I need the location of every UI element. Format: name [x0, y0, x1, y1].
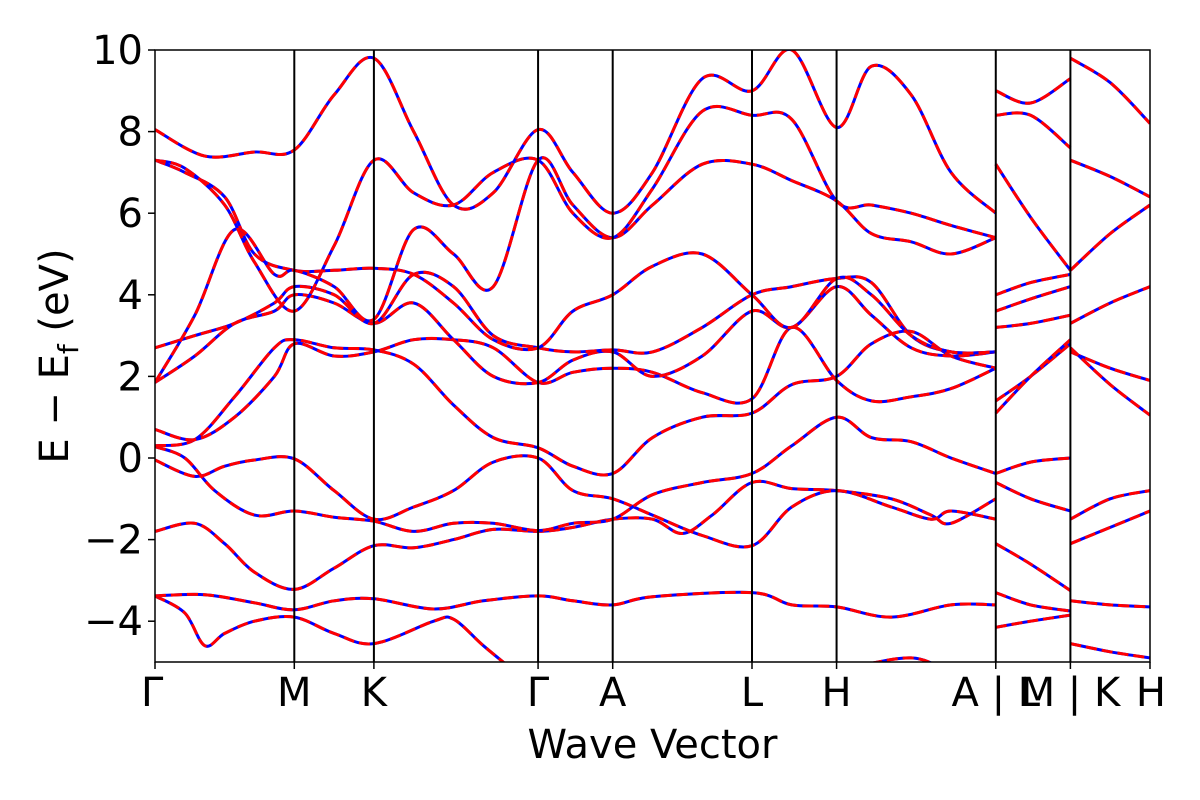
band-overlay-line-21 — [994, 338, 1072, 415]
band-overlay-line-16 — [994, 163, 1072, 272]
x-tick-label-3: Γ — [527, 670, 550, 716]
band-overlay-line-8 — [155, 285, 996, 386]
band-overlay-line-30 — [1069, 285, 1150, 325]
y-axis-ticks: 10 8 6 4 2 0 −2 −4 — [84, 28, 155, 645]
y-axis-title: E − Ef (eV) — [32, 248, 85, 463]
y-tick-label-0: 10 — [92, 28, 143, 74]
x-tick-label-8: M | K — [1021, 670, 1122, 716]
band-overlay-line-13 — [155, 50, 997, 215]
y-tick-label-3: 4 — [118, 273, 143, 319]
band-overlay-line-29 — [1069, 203, 1150, 272]
band-overlay-line-17 — [995, 272, 1071, 297]
y-tick-label-7: −4 — [84, 599, 143, 645]
band-overlay-line-1 — [155, 594, 506, 662]
band-overlay-line-2 — [155, 590, 996, 619]
y-axis-title-subscript: f — [52, 343, 85, 354]
x-tick-label-1: M — [277, 670, 312, 716]
band-overlay-line-34 — [1069, 509, 1150, 546]
band-overlay-line-22 — [995, 456, 1071, 475]
band-overlay-line-24 — [995, 542, 1072, 592]
band-overlay-line-9 — [155, 270, 996, 355]
band-overlay-line-35 — [1070, 599, 1150, 609]
band-reference-line-10 — [155, 158, 996, 355]
band-overlay-line-12 — [155, 104, 997, 313]
band-reference-line-11 — [155, 156, 997, 384]
x-tick-label-2: K — [361, 670, 389, 716]
band-overlay-line-32 — [1069, 346, 1150, 417]
band-overlay-line-25 — [995, 591, 1071, 613]
y-tick-label-4: 2 — [118, 354, 143, 400]
band-overlay-line-10 — [155, 158, 996, 355]
band-overlay-line-23 — [995, 481, 1071, 513]
band-overlay-line-18 — [995, 285, 1071, 313]
y-axis-title-unit: (eV) — [32, 248, 78, 344]
band-overlay-line-5 — [155, 415, 997, 533]
x-tick-label-9: H — [1136, 670, 1166, 716]
y-tick-label-6: −2 — [84, 518, 143, 564]
band-overlay-line-6 — [155, 329, 997, 477]
band-reference-line-4 — [155, 454, 997, 549]
band-reference-line-27 — [1069, 56, 1150, 125]
band-overlay-line-33 — [1069, 489, 1150, 521]
band-lines — [155, 50, 1150, 662]
band-overlay-line-19 — [995, 313, 1071, 329]
band-overlay-line-7 — [155, 325, 997, 442]
x-tick-label-7: A | L — [951, 670, 1040, 716]
x-axis-ticks: Γ M K Γ A L H A | LM | K H — [141, 662, 1166, 716]
x-tick-label-0: Γ — [141, 670, 164, 716]
band-overlay-line-36 — [1070, 642, 1150, 660]
plot-frame — [154, 49, 1151, 663]
x-tick-label-5: L — [741, 670, 764, 716]
x-tick-label-6: H — [822, 670, 852, 716]
kpoint-divider-lines — [293, 50, 1072, 662]
band-overlay-line-27 — [1069, 56, 1150, 125]
band-overlay-line-14 — [995, 77, 1072, 105]
band-overlay-line-4 — [155, 454, 997, 549]
band-overlay-line-28 — [1069, 158, 1150, 199]
x-axis-title: Wave Vector — [528, 722, 779, 768]
band-overlay-line-15 — [995, 111, 1072, 150]
band-reference-line-13 — [155, 50, 997, 215]
y-tick-label-1: 8 — [118, 110, 143, 156]
y-tick-label-5: 0 — [118, 436, 143, 482]
y-tick-label-2: 6 — [118, 191, 143, 237]
y-axis-title-main: E − E — [32, 354, 78, 464]
band-reference-line-14 — [995, 77, 1072, 105]
band-reference-line-5 — [155, 415, 997, 533]
band-reference-line-8 — [155, 285, 996, 386]
x-tick-label-4: A — [599, 670, 627, 716]
band-overlay-line-26 — [995, 613, 1071, 629]
band-overlay-line-11 — [155, 156, 997, 384]
